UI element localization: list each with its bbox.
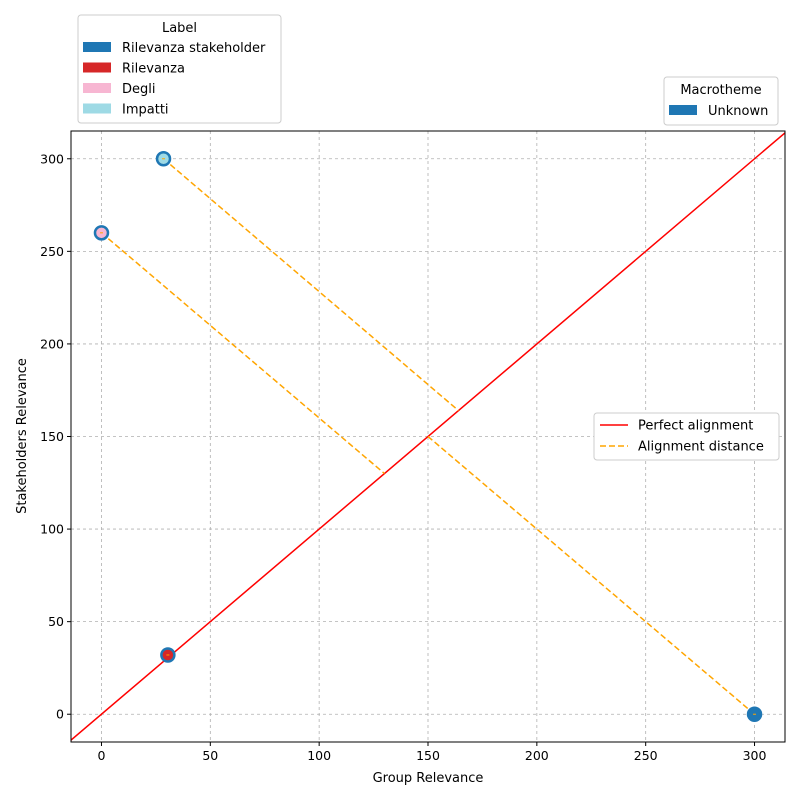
x-tick-label: 300 — [743, 748, 767, 763]
y-tick-label: 150 — [40, 429, 64, 444]
y-tick-label: 100 — [40, 522, 64, 537]
plot-area — [71, 131, 785, 742]
y-axis-label: Stakeholders Relevance — [15, 358, 30, 514]
x-tick-label: 150 — [416, 748, 440, 763]
label-legend-swatch — [83, 83, 111, 93]
axis-ticks: 0 50 100 150 200 250 300 0 50 100 150 200 250 300 — [40, 151, 766, 763]
label-legend-title: Label — [162, 21, 197, 36]
y-tick-label: 200 — [40, 336, 64, 351]
label-legend-entry: Impatti — [122, 103, 169, 118]
x-tick-label: 250 — [634, 748, 658, 763]
macrotheme-legend-swatch — [669, 105, 697, 115]
y-tick-label: 300 — [40, 151, 64, 166]
y-tick-label: 50 — [48, 614, 64, 629]
alignment-distance-line — [100, 232, 385, 475]
label-legend-entry: Degli — [122, 82, 155, 97]
y-tick-label: 0 — [56, 707, 64, 722]
y-tick-label: 250 — [40, 244, 64, 259]
label-legend-swatch — [83, 42, 111, 52]
label-legend-box — [77, 14, 282, 124]
label-legend-entry: Rilevanza stakeholder — [122, 41, 266, 56]
legends: Label Rilevanza stakeholder Rilevanza Degli… — [77, 14, 780, 461]
line-legend-entry: Perfect alignment — [638, 419, 753, 434]
x-tick-label: 200 — [525, 748, 549, 763]
macrotheme-legend-title: Macrotheme — [680, 83, 761, 98]
alignment-distance-line — [163, 158, 459, 412]
line-legend-box — [593, 412, 780, 461]
x-tick-label: 50 — [202, 748, 218, 763]
x-axis-label: Group Relevance — [373, 771, 484, 786]
macrotheme-legend-entry: Unknown — [708, 104, 768, 119]
x-tick-label: 100 — [307, 748, 331, 763]
label-legend-entry: Rilevanza — [122, 62, 185, 77]
x-tick-label: 0 — [97, 748, 105, 763]
alignment-distance-line — [427, 435, 756, 715]
label-legend-swatch — [83, 103, 111, 114]
line-legend-entry: Alignment distance — [638, 440, 764, 455]
label-legend-swatch — [83, 62, 111, 73]
